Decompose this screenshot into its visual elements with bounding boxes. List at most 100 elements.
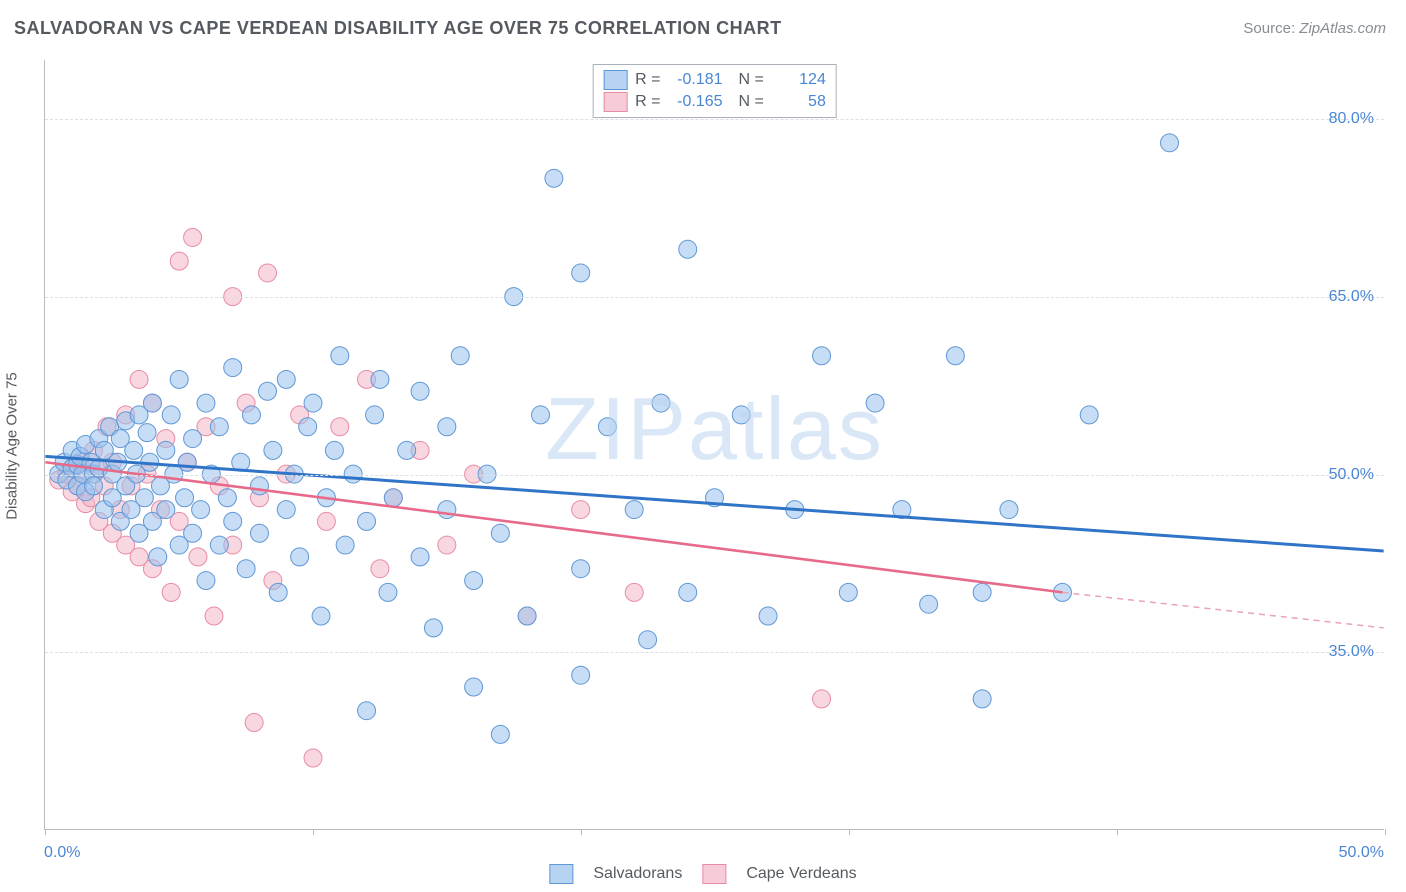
data-point xyxy=(652,394,670,412)
data-point xyxy=(304,394,322,412)
data-point xyxy=(358,702,376,720)
y-tick-label: 35.0% xyxy=(1329,643,1374,661)
x-tick xyxy=(313,829,314,835)
data-point xyxy=(411,548,429,566)
data-point xyxy=(264,441,282,459)
data-point xyxy=(973,583,991,601)
data-point xyxy=(639,631,657,649)
data-point xyxy=(424,619,442,637)
data-point xyxy=(465,572,483,590)
data-point xyxy=(138,424,156,442)
data-point xyxy=(813,690,831,708)
swatch-b-icon xyxy=(702,864,726,884)
data-point xyxy=(438,501,456,519)
data-point xyxy=(197,572,215,590)
data-point xyxy=(379,583,397,601)
gridline xyxy=(45,119,1384,120)
data-point xyxy=(532,406,550,424)
legend-row-a: R = -0.181 N = 124 xyxy=(603,69,826,91)
trend-line-b-extrapolated xyxy=(1062,592,1383,627)
trend-line-a xyxy=(45,456,1383,551)
x-tick xyxy=(1385,829,1386,835)
data-point xyxy=(813,347,831,365)
data-point xyxy=(157,501,175,519)
data-point xyxy=(625,501,643,519)
data-point xyxy=(398,441,416,459)
swatch-a-icon xyxy=(549,864,573,884)
data-point xyxy=(251,477,269,495)
series-b-name: Cape Verdeans xyxy=(746,865,856,883)
data-point xyxy=(572,501,590,519)
data-point xyxy=(218,489,236,507)
data-point xyxy=(205,607,223,625)
legend-n-b: 58 xyxy=(772,91,826,113)
data-point xyxy=(438,536,456,554)
data-point xyxy=(371,370,389,388)
plot-area: ZIPatlas R = -0.181 N = 124 R = -0.165 N… xyxy=(44,60,1384,830)
legend-row-b: R = -0.165 N = 58 xyxy=(603,91,826,113)
series-legend: Salvadorans Cape Verdeans xyxy=(549,864,856,884)
data-point xyxy=(325,441,343,459)
data-point xyxy=(732,406,750,424)
data-point xyxy=(170,370,188,388)
data-point xyxy=(197,394,215,412)
data-point xyxy=(331,418,349,436)
legend-r-label: R = xyxy=(635,69,660,91)
data-point xyxy=(143,394,161,412)
data-point xyxy=(358,512,376,530)
data-point xyxy=(371,560,389,578)
gridline xyxy=(45,652,1384,653)
swatch-b-icon xyxy=(603,92,627,112)
data-point xyxy=(291,548,309,566)
data-point xyxy=(269,583,287,601)
legend-r-b: -0.165 xyxy=(669,91,723,113)
data-point xyxy=(336,536,354,554)
scatter-svg xyxy=(45,60,1384,829)
data-point xyxy=(210,536,228,554)
data-point xyxy=(946,347,964,365)
legend-r-a: -0.181 xyxy=(669,69,723,91)
data-point xyxy=(277,501,295,519)
data-point xyxy=(625,583,643,601)
data-point xyxy=(973,690,991,708)
data-point xyxy=(224,512,242,530)
gridline xyxy=(45,475,1384,476)
data-point xyxy=(210,418,228,436)
data-point xyxy=(866,394,884,412)
source-link[interactable]: ZipAtlas.com xyxy=(1299,20,1386,37)
data-point xyxy=(304,749,322,767)
data-point xyxy=(384,489,402,507)
legend-n-label: N = xyxy=(739,91,764,113)
data-point xyxy=(679,240,697,258)
x-tick xyxy=(1117,829,1118,835)
x-tick xyxy=(581,829,582,835)
data-point xyxy=(162,583,180,601)
legend-n-a: 124 xyxy=(772,69,826,91)
data-point xyxy=(245,714,263,732)
data-point xyxy=(438,418,456,436)
data-point xyxy=(759,607,777,625)
data-point xyxy=(299,418,317,436)
data-point xyxy=(518,607,536,625)
data-point xyxy=(125,441,143,459)
data-point xyxy=(135,489,153,507)
data-point xyxy=(545,169,563,187)
data-point xyxy=(1080,406,1098,424)
data-point xyxy=(237,560,255,578)
data-point xyxy=(184,524,202,542)
data-point xyxy=(317,512,335,530)
x-axis-max-label: 50.0% xyxy=(1339,844,1384,862)
data-point xyxy=(411,382,429,400)
data-point xyxy=(259,382,277,400)
data-point xyxy=(451,347,469,365)
y-tick-label: 65.0% xyxy=(1329,288,1374,306)
data-point xyxy=(178,453,196,471)
data-point xyxy=(224,359,242,377)
data-point xyxy=(170,252,188,270)
data-point xyxy=(572,560,590,578)
y-axis-label: Disability Age Over 75 xyxy=(4,372,21,520)
data-point xyxy=(242,406,260,424)
correlation-legend: R = -0.181 N = 124 R = -0.165 N = 58 xyxy=(592,64,837,118)
data-point xyxy=(85,477,103,495)
data-point xyxy=(1161,134,1179,152)
